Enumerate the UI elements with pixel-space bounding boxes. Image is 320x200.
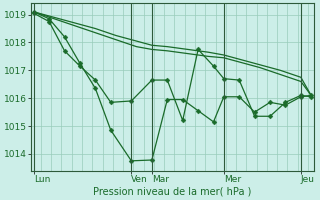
X-axis label: Pression niveau de la mer( hPa ): Pression niveau de la mer( hPa ): [93, 187, 252, 197]
